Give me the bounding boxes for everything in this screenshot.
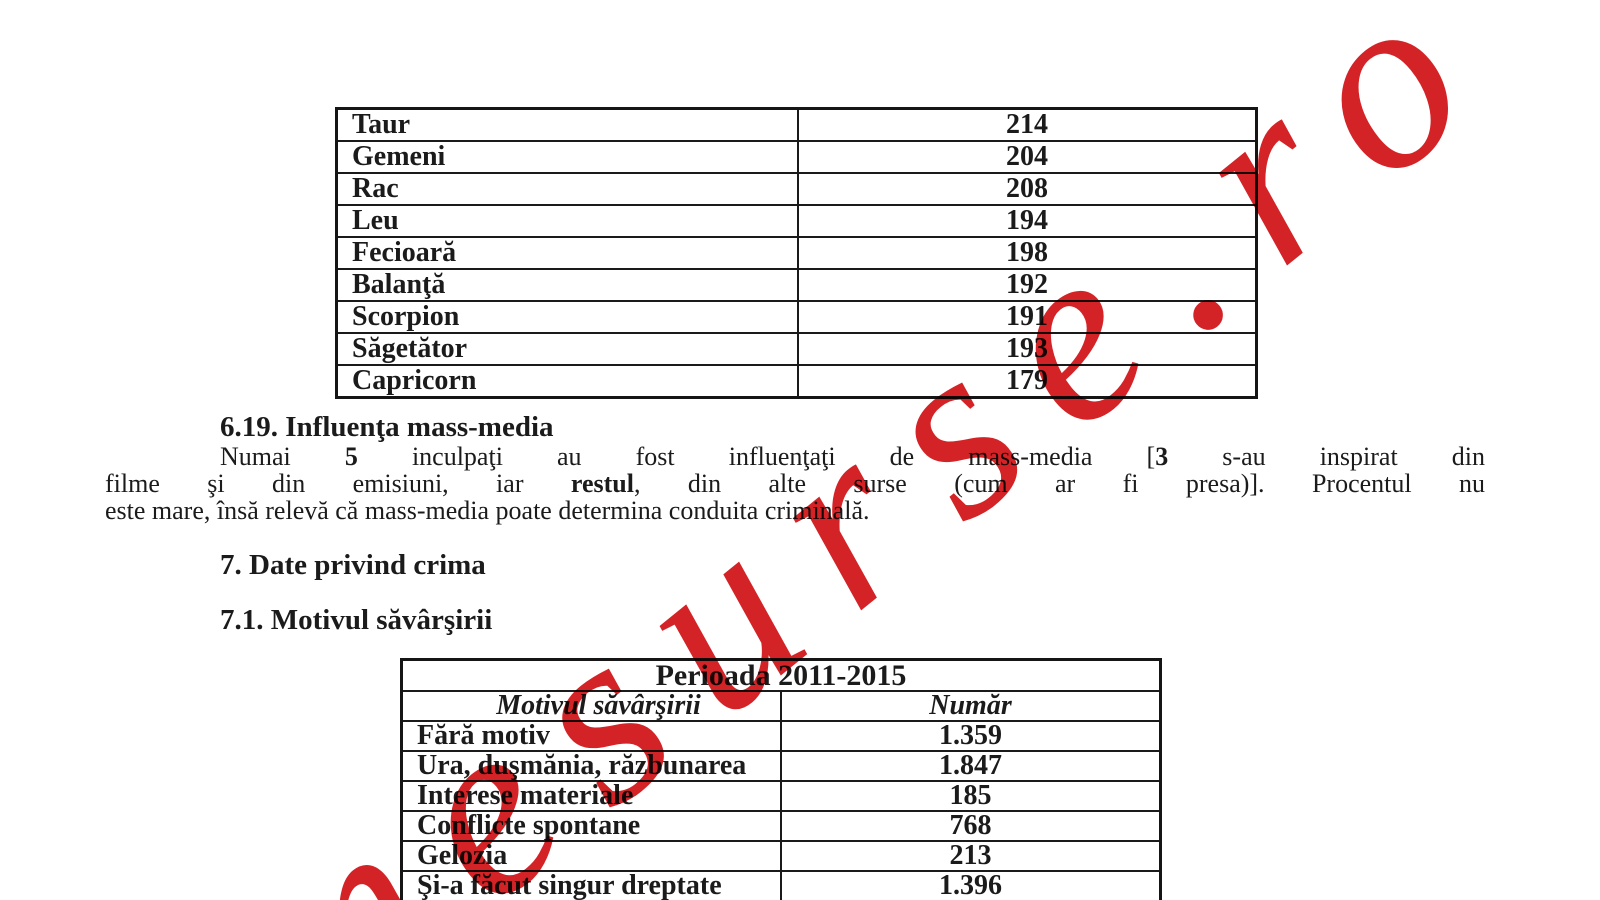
zodiac-value: 214 (797, 107, 1258, 142)
zodiac-label: Scorpion (335, 300, 799, 334)
section-heading-7: 7. Date privind crima (220, 549, 486, 581)
table-header-row: Motivul săvârşirii Număr (400, 690, 1162, 722)
column-header-motive: Motivul săvârşirii (400, 690, 782, 722)
table-title: Perioada 2011-2015 (400, 658, 1162, 692)
motive-label: Şi-a făcut singur dreptate (400, 870, 782, 900)
text-segment: Numai (220, 442, 345, 471)
table-row: Săgetător 193 (335, 332, 1258, 366)
zodiac-value: 191 (797, 300, 1258, 334)
table-row: Taur 214 (335, 107, 1258, 142)
motive-value: 185 (780, 780, 1162, 812)
table-row: Gemeni 204 (335, 140, 1258, 174)
zodiac-count-table: Taur 214 Gemeni 204 Rac 208 Leu 194 Feci… (335, 107, 1258, 399)
table-row: Fecioară 198 (335, 236, 1258, 270)
text-segment: filme şi din emisiuni, iar (105, 469, 571, 498)
bold-number: 3 (1155, 442, 1169, 471)
table-row: Conflicte spontane 768 (400, 810, 1162, 842)
motive-label: Gelozia (400, 840, 782, 872)
zodiac-label: Fecioară (335, 236, 799, 270)
motive-label: Interese materiale (400, 780, 782, 812)
table-row: Gelozia 213 (400, 840, 1162, 872)
bold-number: 5 (344, 442, 358, 471)
paragraph-line-3: este mare, însă relevă că mass-media poa… (105, 497, 1485, 524)
text-segment: este mare, însă relevă că mass-media poa… (105, 496, 870, 525)
zodiac-label: Balanţă (335, 268, 799, 302)
zodiac-value: 208 (797, 172, 1258, 206)
motive-table: Perioada 2011-2015 Motivul săvârşirii Nu… (400, 658, 1162, 900)
zodiac-value: 204 (797, 140, 1258, 174)
section-heading-71: 7.1. Motivul săvârşirii (220, 604, 493, 636)
zodiac-label: Rac (335, 172, 799, 206)
zodiac-value: 198 (797, 236, 1258, 270)
table-row: Ura, duşmănia, răzbunarea 1.847 (400, 750, 1162, 782)
table-row: Rac 208 (335, 172, 1258, 206)
motive-label: Conflicte spontane (400, 810, 782, 842)
table-row: Capricorn 179 (335, 364, 1258, 399)
text-segment: s-au inspirat din (1168, 442, 1486, 471)
paragraph-line-1: Numai 5 inculpaţi au fost influenţaţi de… (105, 443, 1485, 470)
paragraph-line-2: filme şi din emisiuni, iar restul, din a… (105, 470, 1485, 497)
section-heading-619: 6.19. Influenţa mass-media (220, 411, 554, 443)
motive-value: 1.847 (780, 750, 1162, 782)
text-segment: , din alte surse (cum ar fi presa)]. Pro… (633, 469, 1485, 498)
zodiac-label: Capricorn (335, 364, 799, 399)
motive-value: 213 (780, 840, 1162, 872)
table-title-row: Perioada 2011-2015 (400, 658, 1162, 692)
table-row: Fără motiv 1.359 (400, 720, 1162, 752)
table-row: Leu 194 (335, 204, 1258, 238)
motive-value: 768 (780, 810, 1162, 842)
zodiac-label: Taur (335, 107, 799, 142)
text-segment: inculpaţi au fost influenţaţi de mass-me… (357, 442, 1156, 471)
zodiac-value: 192 (797, 268, 1258, 302)
table-row: Şi-a făcut singur dreptate 1.396 (400, 870, 1162, 900)
bold-word: restul (570, 469, 634, 498)
motive-value: 1.396 (780, 870, 1162, 900)
zodiac-value: 194 (797, 204, 1258, 238)
zodiac-label: Leu (335, 204, 799, 238)
zodiac-label: Gemeni (335, 140, 799, 174)
zodiac-value: 179 (797, 364, 1258, 399)
table-row: Interese materiale 185 (400, 780, 1162, 812)
motive-label: Fără motiv (400, 720, 782, 752)
table-row: Scorpion 191 (335, 300, 1258, 334)
column-header-count: Număr (780, 690, 1162, 722)
zodiac-value: 193 (797, 332, 1258, 366)
motive-label: Ura, duşmănia, răzbunarea (400, 750, 782, 782)
zodiac-label: Săgetător (335, 332, 799, 366)
table-row: Balanţă 192 (335, 268, 1258, 302)
motive-value: 1.359 (780, 720, 1162, 752)
